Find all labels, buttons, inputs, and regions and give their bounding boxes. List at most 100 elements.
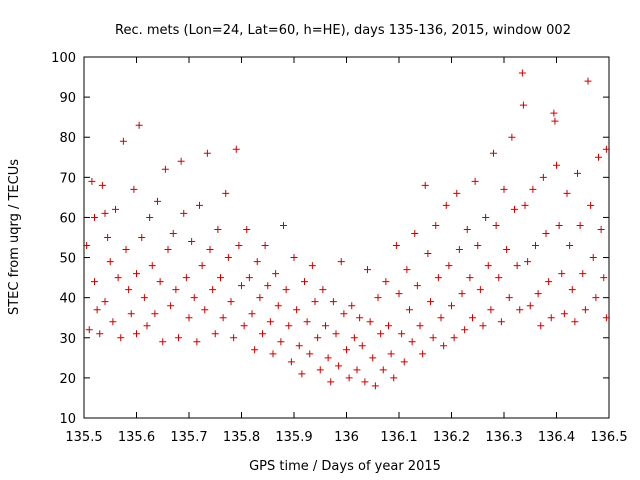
data-point [542, 229, 550, 237]
data-point [453, 189, 461, 197]
data-point [450, 334, 458, 342]
data-point [348, 302, 356, 310]
x-tick-label: 135.6 [118, 430, 155, 445]
data-point [161, 165, 169, 173]
data-point [177, 157, 185, 165]
data-point [190, 294, 198, 302]
data-point [127, 310, 135, 318]
data-point [408, 338, 416, 346]
data-point [503, 246, 511, 254]
x-tick-label: 135.9 [275, 430, 312, 445]
data-point [83, 242, 91, 250]
data-point [198, 262, 206, 270]
data-point [424, 250, 432, 258]
data-point [343, 346, 350, 354]
data-point [245, 274, 253, 282]
data-point [101, 209, 109, 217]
data-point [206, 246, 214, 254]
data-point [490, 149, 497, 157]
data-point [214, 225, 222, 233]
data-point [584, 77, 592, 85]
data-point [551, 117, 559, 125]
data-point [574, 169, 581, 177]
data-point [169, 229, 177, 237]
x-tick-label: 135.7 [170, 430, 207, 445]
x-tick-label: 135.8 [223, 430, 260, 445]
data-point [521, 201, 529, 209]
data-point [261, 242, 269, 250]
data-point [455, 246, 463, 254]
data-point [85, 326, 93, 334]
data-point [364, 266, 371, 274]
data-point [314, 334, 322, 342]
data-point [382, 278, 390, 286]
y-tick-label: 80 [59, 131, 76, 146]
data-point [440, 342, 448, 350]
data-point [282, 286, 290, 294]
data-point [301, 278, 308, 286]
data-point [487, 306, 495, 314]
data-point [592, 294, 600, 302]
data-point [269, 350, 277, 358]
data-point [400, 358, 408, 366]
data-point [277, 338, 285, 346]
data-point [172, 286, 180, 294]
data-point [529, 185, 537, 193]
data-point [395, 290, 403, 298]
data-point [505, 294, 513, 302]
data-point [96, 330, 104, 338]
data-point [219, 314, 227, 322]
data-point [125, 286, 133, 294]
data-point [511, 205, 518, 213]
data-point [329, 298, 337, 306]
y-tick-label: 60 [59, 211, 76, 226]
data-point [138, 234, 146, 241]
data-point [398, 330, 406, 338]
data-point [248, 310, 256, 318]
data-point [133, 330, 140, 338]
data-point [201, 306, 209, 314]
data-point [403, 266, 411, 274]
data-point [432, 221, 440, 229]
data-point [589, 254, 597, 262]
data-point [98, 181, 106, 189]
data-point [122, 246, 130, 254]
data-point [240, 322, 248, 330]
data-point [463, 225, 471, 233]
y-tick-label: 10 [59, 412, 76, 427]
data-point [387, 350, 395, 358]
data-point [324, 354, 332, 362]
data-point [471, 177, 479, 185]
x-tick-label: 135.5 [65, 430, 102, 445]
axis-ticks [83, 56, 610, 419]
data-point [235, 242, 243, 250]
data-point [602, 314, 610, 322]
data-point [508, 133, 516, 141]
data-point [445, 262, 453, 270]
data-point [526, 302, 534, 310]
data-point [406, 306, 413, 314]
data-point [500, 185, 508, 193]
data-point [576, 221, 584, 229]
data-point [327, 378, 335, 386]
data-point [553, 161, 560, 169]
data-point [335, 362, 343, 370]
data-point [188, 238, 196, 246]
data-point [112, 205, 119, 213]
data-point [306, 350, 314, 358]
data-point [474, 242, 482, 250]
data-point [182, 274, 190, 282]
data-point [117, 334, 125, 342]
data-point [563, 189, 571, 197]
data-point [537, 322, 545, 330]
x-tick-label: 136.4 [538, 430, 575, 445]
data-point [571, 318, 579, 326]
data-point [437, 314, 445, 322]
data-point [164, 246, 172, 254]
data-point [266, 318, 274, 326]
data-point [295, 342, 303, 350]
data-point [595, 153, 602, 161]
data-point [232, 145, 240, 153]
data-point [482, 213, 490, 221]
data-point [230, 334, 238, 342]
